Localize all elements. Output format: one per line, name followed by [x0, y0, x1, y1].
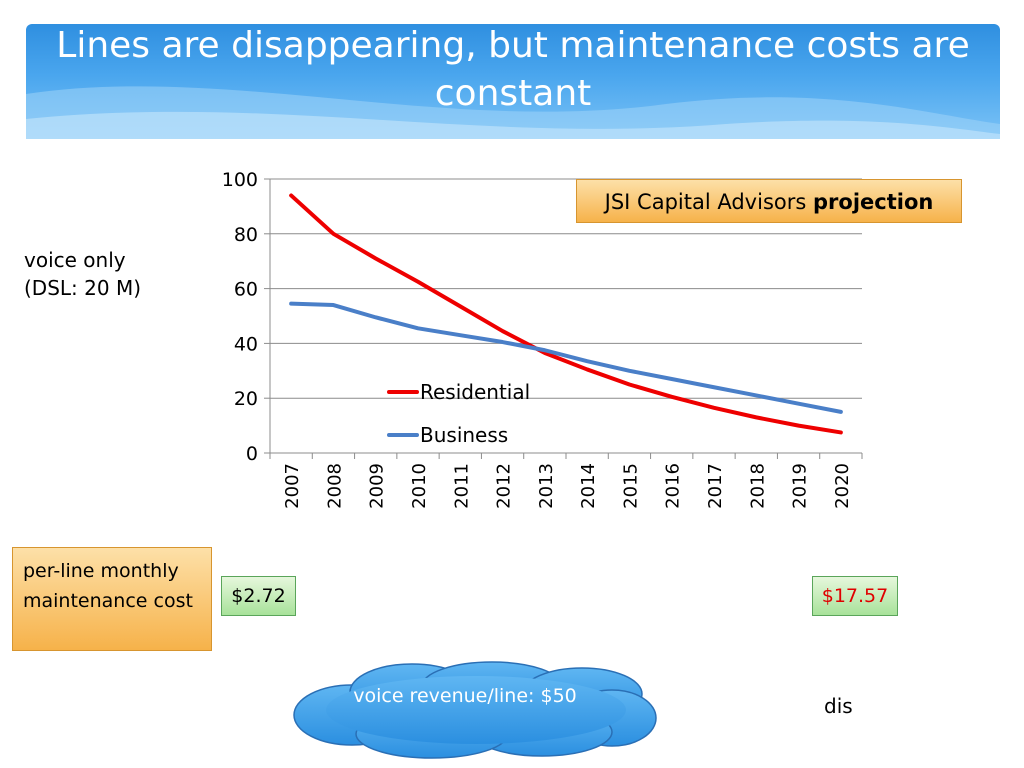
- x-tick-label: 2008: [324, 463, 345, 509]
- cost-end-box: $17.57: [812, 576, 898, 616]
- maintenance-cost-box: per-line monthly maintenance cost: [12, 547, 212, 651]
- x-tick-label: 2007: [282, 463, 303, 509]
- projection-bold: projection: [813, 190, 934, 214]
- title-banner: [26, 24, 1000, 139]
- x-tick-label: 2015: [620, 463, 641, 509]
- y-tick-label: 40: [234, 333, 258, 355]
- dis-text: dis: [824, 694, 853, 718]
- legend-label: Business: [420, 423, 508, 447]
- x-tick-label: 2016: [663, 463, 684, 509]
- x-tick-label: 2009: [367, 463, 388, 509]
- wave-decoration: [26, 86, 1000, 139]
- x-tick-label: 2017: [705, 463, 726, 509]
- projection-prefix: JSI Capital Advisors: [604, 190, 813, 214]
- y-tick-label: 80: [234, 224, 258, 246]
- x-tick-label: 2011: [451, 463, 472, 509]
- cloud-text: voice revenue/line: $50: [353, 685, 577, 707]
- x-tick-label: 2010: [409, 463, 430, 509]
- cloud-shape: [293, 661, 657, 759]
- projection-box: JSI Capital Advisors projection: [576, 179, 962, 223]
- y-tick-label: 20: [234, 388, 258, 410]
- x-tick-label: 2020: [832, 463, 853, 509]
- y-tick-label: 0: [246, 443, 258, 465]
- series-line-business: [289, 301, 843, 414]
- x-tick-label: 2018: [747, 463, 768, 509]
- x-tick-label: 2014: [578, 463, 599, 509]
- series-line-residential: [289, 193, 843, 435]
- legend-label: Residential: [420, 380, 530, 404]
- page-title: Lines are disappearing, but maintenance …: [56, 25, 970, 114]
- y-tick-label: 60: [234, 279, 258, 301]
- voice-only-label: voice only (DSL: 20 M): [24, 246, 164, 302]
- side-label-text: voice only (DSL: 20 M): [24, 248, 142, 300]
- x-tick-label: 2012: [494, 463, 515, 509]
- x-tick-label: 2013: [536, 463, 557, 509]
- x-tick-label: 2019: [790, 463, 811, 509]
- y-tick-label: 100: [222, 169, 258, 191]
- cost-start-box: $2.72: [221, 576, 296, 616]
